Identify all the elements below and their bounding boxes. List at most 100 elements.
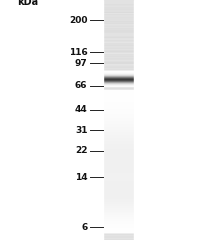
Bar — [103, 152, 134, 153]
Bar — [103, 122, 134, 123]
Bar — [103, 116, 134, 117]
Bar — [103, 103, 134, 104]
Bar — [103, 202, 134, 203]
Bar — [103, 35, 134, 36]
Bar — [103, 219, 134, 220]
Bar — [103, 172, 134, 173]
Bar — [103, 5, 134, 6]
Bar — [103, 171, 134, 172]
Bar — [103, 187, 134, 188]
Bar — [103, 179, 134, 180]
Bar — [103, 167, 134, 168]
Bar — [103, 100, 134, 101]
Bar — [103, 3, 134, 4]
Bar — [103, 170, 134, 171]
Bar — [103, 129, 134, 130]
Bar — [103, 155, 134, 156]
Bar — [103, 10, 134, 11]
Bar — [103, 183, 134, 184]
Bar — [103, 199, 134, 200]
Bar — [103, 83, 134, 84]
Bar — [103, 73, 134, 74]
Bar — [103, 215, 134, 216]
Bar — [103, 137, 134, 138]
Bar — [103, 208, 134, 209]
Bar — [103, 73, 134, 74]
Bar — [103, 23, 134, 24]
Bar — [103, 79, 134, 80]
Bar — [103, 163, 134, 164]
Bar — [103, 138, 134, 139]
Bar — [103, 105, 134, 106]
Bar — [103, 210, 134, 211]
Bar — [103, 36, 134, 37]
Bar — [103, 94, 134, 95]
Bar — [103, 201, 134, 202]
Bar — [103, 139, 134, 140]
Bar — [103, 0, 134, 1]
Bar — [103, 55, 134, 56]
Bar — [103, 177, 134, 178]
Bar — [103, 229, 134, 230]
Bar — [103, 120, 134, 121]
Bar — [134, 0, 216, 240]
Bar — [103, 156, 134, 157]
Bar — [103, 199, 134, 200]
Text: 200: 200 — [69, 16, 87, 25]
Bar — [103, 91, 134, 92]
Bar — [103, 67, 134, 68]
Bar — [103, 49, 134, 50]
Bar — [103, 173, 134, 174]
Bar — [103, 216, 134, 217]
Bar — [103, 98, 134, 99]
Bar — [103, 149, 134, 150]
Bar — [103, 135, 134, 136]
Bar — [103, 184, 134, 185]
Bar — [103, 93, 134, 94]
Bar — [103, 74, 134, 75]
Bar — [103, 175, 134, 176]
Bar — [103, 180, 134, 181]
Bar — [103, 71, 134, 72]
Bar — [103, 87, 134, 88]
Bar — [103, 11, 134, 12]
Bar — [103, 239, 134, 240]
Bar — [103, 93, 134, 94]
Bar — [103, 107, 134, 108]
Bar — [103, 107, 134, 108]
Bar — [103, 94, 134, 95]
Bar — [103, 123, 134, 124]
Bar — [103, 113, 134, 114]
Bar — [103, 200, 134, 201]
Bar — [103, 88, 134, 89]
Bar — [103, 143, 134, 144]
Bar — [103, 127, 134, 128]
Bar — [103, 6, 134, 7]
Bar — [103, 118, 134, 119]
Bar — [103, 157, 134, 158]
Bar — [103, 146, 134, 147]
Bar — [103, 104, 134, 105]
Bar — [103, 130, 134, 131]
Bar — [103, 121, 134, 122]
Bar — [103, 140, 134, 141]
Text: 14: 14 — [75, 173, 87, 182]
Bar — [103, 78, 134, 79]
Bar — [103, 80, 134, 81]
Bar — [103, 136, 134, 137]
Bar — [103, 37, 134, 38]
Bar — [103, 211, 134, 212]
Bar — [103, 45, 134, 46]
Bar — [103, 228, 134, 229]
Bar — [103, 129, 134, 130]
Bar — [103, 203, 134, 204]
Bar — [103, 104, 134, 105]
Bar — [103, 52, 134, 53]
Bar — [103, 147, 134, 148]
Bar — [103, 112, 134, 113]
Bar — [103, 127, 134, 128]
Bar — [103, 97, 134, 98]
Bar — [103, 190, 134, 191]
Bar — [103, 120, 134, 121]
Bar — [103, 20, 134, 21]
